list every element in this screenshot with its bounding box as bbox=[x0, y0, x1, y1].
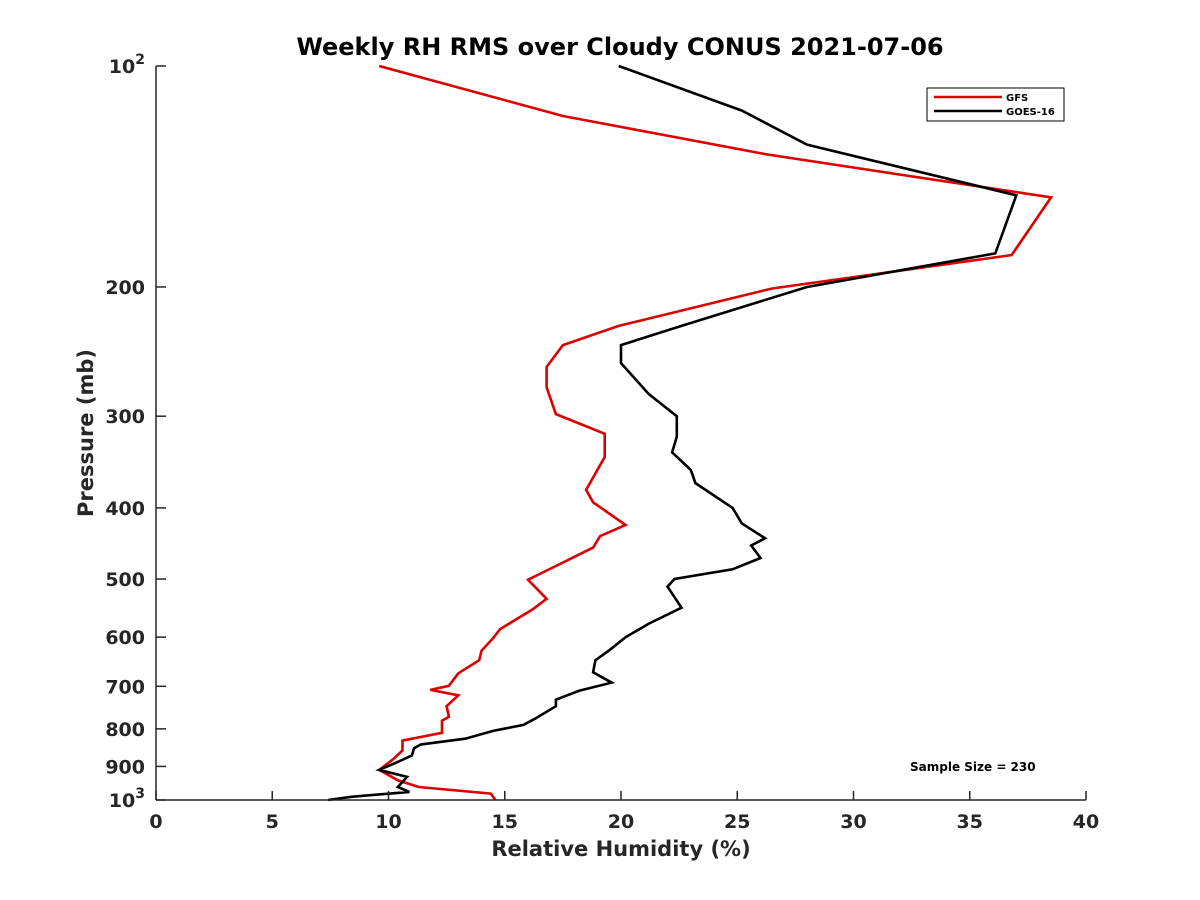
x-tick-label: 30 bbox=[840, 811, 866, 833]
y-tick-label-exponent: 3 bbox=[135, 786, 145, 802]
y-tick-label-exponent: 2 bbox=[135, 52, 145, 68]
y-tick-label: 200 bbox=[105, 277, 145, 299]
x-tick-label: 15 bbox=[492, 811, 518, 833]
y-tick-label: 800 bbox=[105, 719, 145, 741]
y-tick-label: 500 bbox=[105, 569, 145, 591]
y-tick-label: 300 bbox=[105, 406, 145, 428]
y-tick-label: 900 bbox=[105, 756, 145, 778]
y-tick-label: 600 bbox=[105, 627, 145, 649]
sample-size-annotation: Sample Size = 230 bbox=[910, 760, 1036, 774]
y-tick-label: 700 bbox=[105, 676, 145, 698]
y-axis-label: Pressure (mb) bbox=[74, 349, 98, 517]
y-tick-label-base: 10 bbox=[109, 56, 135, 78]
legend: GFS GOES-16 bbox=[926, 87, 1065, 122]
x-tick-label: 40 bbox=[1073, 811, 1099, 833]
series-line-goes-16 bbox=[327, 64, 1019, 802]
y-tick-label: 400 bbox=[105, 498, 145, 520]
series-line-gfs bbox=[376, 64, 1054, 801]
y-tick-label-base: 10 bbox=[109, 790, 135, 812]
x-axis-label: Relative Humidity (%) bbox=[491, 837, 750, 861]
legend-label-goes16: GOES-16 bbox=[1006, 107, 1055, 118]
x-tick-label: 25 bbox=[724, 811, 750, 833]
plot-lines bbox=[327, 64, 1054, 802]
legend-label-gfs: GFS bbox=[1006, 93, 1028, 104]
y-tick-label: 102 bbox=[109, 52, 145, 78]
chart-title: Weekly RH RMS over Cloudy CONUS 2021-07-… bbox=[296, 33, 943, 61]
y-tick-label: 103 bbox=[109, 786, 145, 812]
x-ticks: 0 5 10 15 20 25 30 35 40 bbox=[149, 791, 1099, 833]
x-tick-label: 5 bbox=[266, 811, 279, 833]
x-tick-label: 20 bbox=[608, 811, 634, 833]
x-tick-label: 35 bbox=[957, 811, 983, 833]
legend-box bbox=[926, 87, 1065, 122]
x-tick-label: 10 bbox=[375, 811, 401, 833]
x-tick-label: 0 bbox=[149, 811, 162, 833]
